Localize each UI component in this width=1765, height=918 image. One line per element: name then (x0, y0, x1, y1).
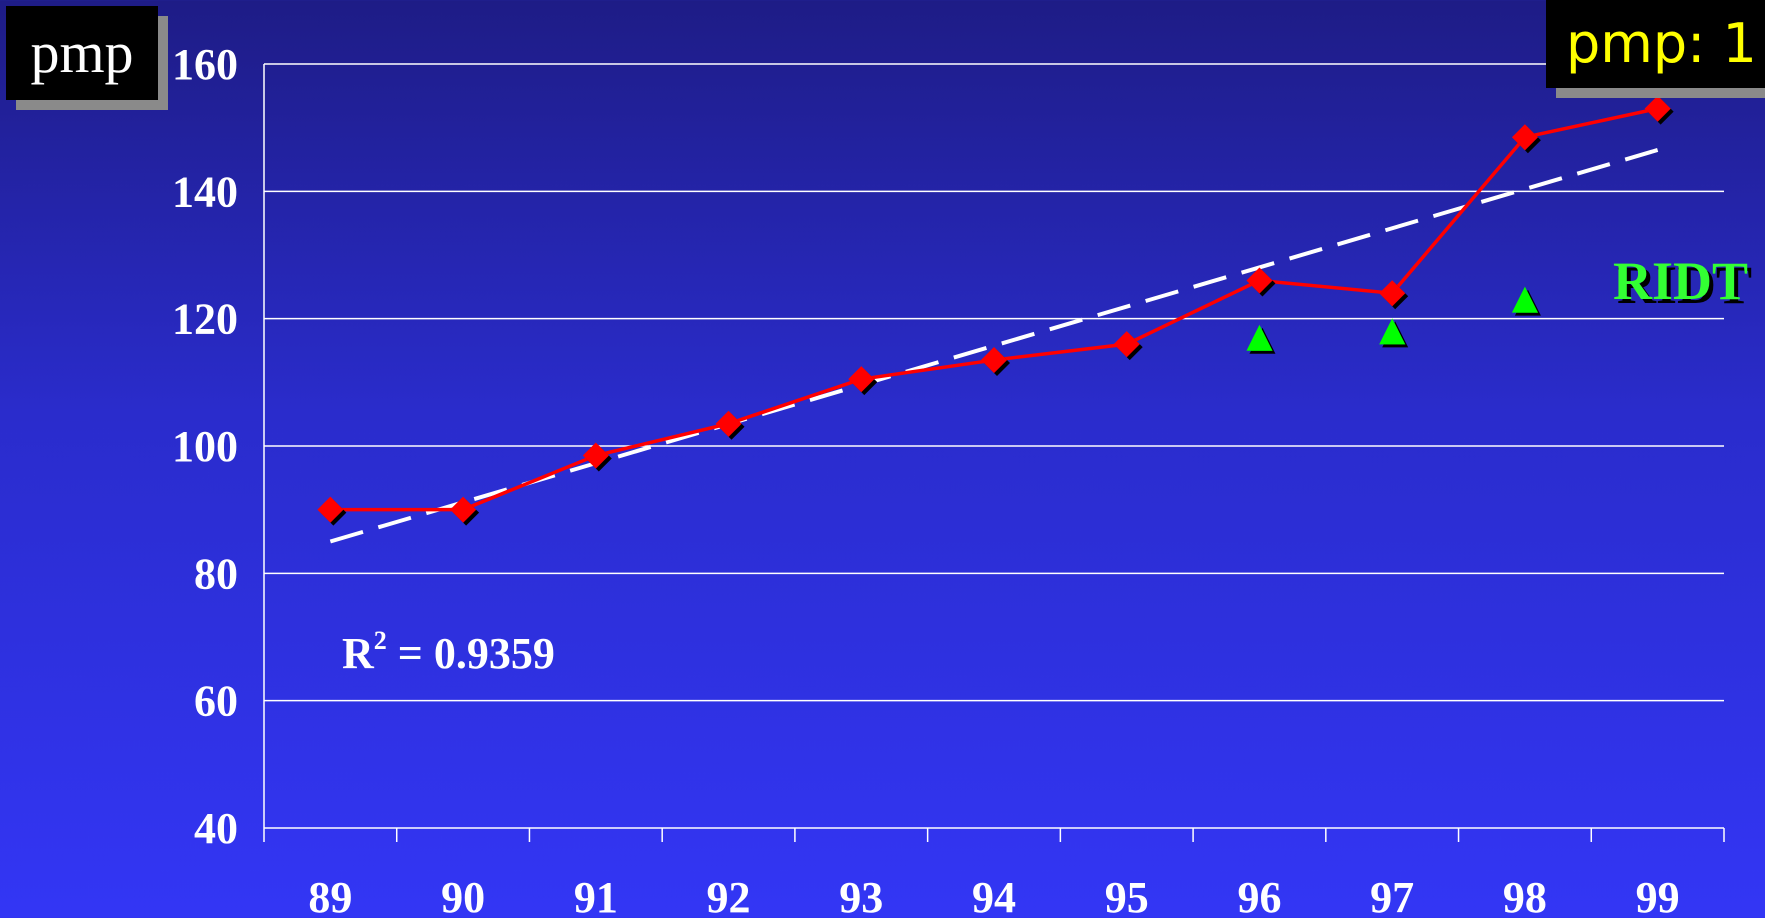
r2-prefix: R (342, 629, 374, 678)
x-tick-label-90: 90 (441, 873, 485, 918)
x-tick-label-99: 99 (1636, 873, 1680, 918)
y-tick-label-40: 40 (194, 804, 238, 853)
data-point-94 (981, 347, 1007, 374)
r-squared-annotation: R2 = 0.9359 (342, 626, 555, 679)
ridt-point-98 (1511, 286, 1538, 313)
gridlines (264, 63, 1724, 702)
y-tick-label-60: 60 (194, 677, 238, 726)
y-unit-label: pmp (6, 6, 158, 100)
x-tick-label-92: 92 (707, 873, 751, 918)
y-tick-label-160: 160 (172, 40, 238, 89)
data-point-90 (450, 496, 477, 523)
y-tick-label-100: 100 (172, 422, 238, 471)
x-tick-label-96: 96 (1237, 873, 1281, 918)
ridt-series-label: RIDT (1613, 251, 1749, 311)
main-series-line (330, 106, 1659, 512)
data-point-89 (317, 496, 344, 523)
series-layer (317, 95, 1671, 523)
y-tick-label-140: 140 (172, 167, 238, 216)
ridt-point-97 (1379, 318, 1406, 345)
trend-line-layer (329, 148, 1659, 544)
x-tick-label-91: 91 (574, 873, 618, 918)
r2-value: = 0.9359 (386, 629, 555, 678)
y-tick-label-120: 120 (172, 295, 238, 344)
tick-labels: 40 60 80 100 120 140 160 89 90 91 92 93 94 95 96 97 98 99 (172, 40, 1680, 918)
data-point-92 (715, 410, 742, 437)
data-point-91 (582, 442, 609, 469)
x-tick-label-89: 89 (308, 873, 352, 918)
x-tick-label-94: 94 (972, 873, 1016, 918)
x-tick-label-95: 95 (1105, 873, 1149, 918)
data-point-93 (848, 366, 875, 393)
corner-badge: pmp: 1 (1546, 0, 1765, 88)
data-point-98 (1511, 124, 1538, 151)
y-tick-label-80: 80 (194, 549, 238, 598)
r2-exponent: 2 (373, 626, 387, 655)
data-point-97 (1379, 280, 1406, 307)
x-tick-label-93: 93 (839, 873, 883, 918)
data-point-95 (1113, 331, 1140, 358)
data-point-96 (1246, 267, 1273, 294)
x-tick-label-98: 98 (1503, 873, 1547, 918)
axes (263, 64, 1725, 842)
data-point-99 (1644, 95, 1671, 122)
ridt-point-96 (1246, 324, 1273, 351)
x-tick-label-97: 97 (1370, 873, 1414, 918)
linear-trend-line (329, 148, 1659, 544)
